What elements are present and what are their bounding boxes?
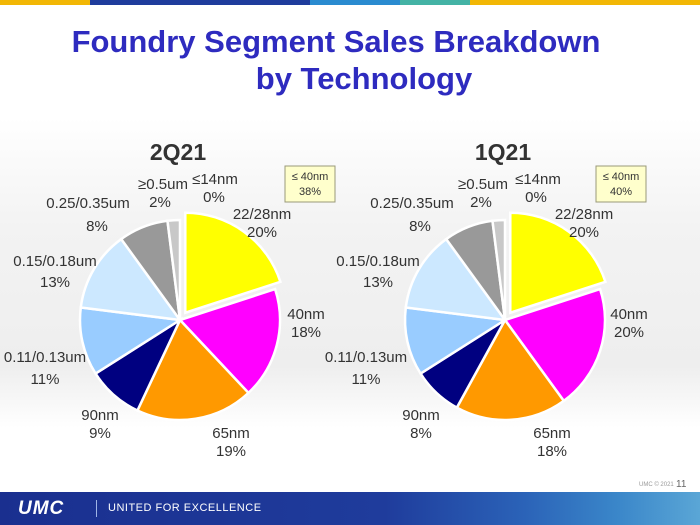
footer-tagline: UNITED FOR EXCELLENCE (108, 502, 262, 514)
top-bar-seg-2 (90, 0, 310, 5)
pie-1-pct-3: 8% (410, 425, 432, 442)
pie-0-label-4: 0.11/0.13um (4, 349, 86, 366)
pie-0-slice-1 (177, 287, 282, 395)
pie-1-label-5: 0.15/0.18um (336, 253, 419, 270)
pie-0-label-0: 22/28nm (233, 206, 291, 223)
pie-1-badge-box (595, 165, 647, 203)
pie-0-slice-5 (79, 237, 183, 322)
pie-0-pct-8: 0% (203, 189, 225, 206)
pie-0-pct-2: 19% (216, 443, 246, 460)
pie-1-label-3: 90nm (402, 407, 440, 424)
pie-0-pct-6: 8% (86, 218, 108, 235)
pie-charts: 2Q21≤ 40nm38%22/28nm20%40nm18%65nm19%90n… (4, 139, 648, 460)
pie-1-label-2: 65nm (533, 425, 571, 442)
pie-1-label-6: 0.25/0.35um (370, 195, 453, 212)
pie-0-pct-1: 18% (291, 324, 321, 341)
pie-1-label-7: ≥0.5um (458, 176, 508, 193)
pie-1-pct-0: 20% (569, 224, 599, 241)
umc-logo: UMC (18, 498, 65, 519)
pie-0-badge-box (284, 165, 336, 203)
pie-0-slice-7 (166, 218, 182, 321)
pie-1-slice-5 (404, 237, 508, 322)
pie-1-pct-4: 11% (352, 371, 381, 388)
footer-bar: UMC UNITED FOR EXCELLENCE (0, 492, 700, 525)
pie-1-pct-6: 8% (409, 218, 431, 235)
pie-1-pct-1: 20% (614, 324, 644, 341)
page-number: 11 (676, 479, 687, 490)
pie-0-label-2: 65nm (212, 425, 250, 442)
pie-0-label-6: 0.25/0.35um (46, 195, 129, 212)
pie-0-slice-4 (78, 306, 184, 376)
copyright: UMC © 2021 (639, 482, 674, 488)
pie-0-slice-2 (135, 317, 251, 422)
pie-0-badge-line1: ≤ 40nm (292, 171, 329, 183)
pie-0-pct-4: 11% (31, 371, 60, 388)
pie-1-label-1: 40nm (610, 306, 648, 323)
pie-0-label-8: ≤14nm (192, 171, 238, 188)
pie-0-title: 2Q21 (150, 139, 206, 165)
top-bar-seg-1 (0, 0, 90, 5)
pie-0-badge-line2: 38% (299, 186, 321, 198)
pie-1-title: 1Q21 (475, 139, 531, 165)
pie-1-slice-4 (403, 306, 509, 376)
top-bar-seg-3 (310, 0, 400, 5)
slide-title-line2: by Technology (255, 61, 473, 96)
footer-divider (96, 500, 97, 517)
pie-1-pct-5: 13% (363, 274, 393, 291)
pie-1-pct-2: 18% (537, 443, 567, 460)
pie-1-label-0: 22/28nm (555, 206, 613, 223)
pie-1-badge-line2: 40% (610, 186, 632, 198)
pie-1-slice-2 (455, 317, 566, 422)
pie-0-pct-0: 20% (247, 224, 277, 241)
pie-1-badge-line1: ≤ 40nm (603, 171, 640, 183)
slide-title-line1: Foundry Segment Sales Breakdown (71, 24, 601, 59)
top-color-bar (0, 0, 700, 5)
pie-0-label-3: 90nm (81, 407, 119, 424)
pie-0-label-5: 0.15/0.18um (13, 253, 96, 270)
pie-0-label-1: 40nm (287, 306, 325, 323)
pie-1-slice-7 (491, 218, 507, 321)
pie-0-label-7: ≥0.5um (138, 176, 188, 193)
pie-1-slice-1 (502, 287, 607, 403)
pie-1-label-4: 0.11/0.13um (325, 349, 407, 366)
pie-1-pct-8: 0% (525, 189, 547, 206)
pie-0-pct-3: 9% (89, 425, 111, 442)
pie-0-pct-5: 13% (40, 274, 70, 291)
top-bar-seg-4 (400, 0, 470, 5)
pie-0-slice-0 (184, 211, 282, 315)
pie-1-slice-0 (509, 211, 607, 315)
top-bar-seg-5 (470, 0, 700, 5)
pie-1-label-8: ≤14nm (515, 171, 561, 188)
pie-0-pct-7: 2% (149, 194, 171, 211)
pie-1-pct-7: 2% (470, 194, 492, 211)
